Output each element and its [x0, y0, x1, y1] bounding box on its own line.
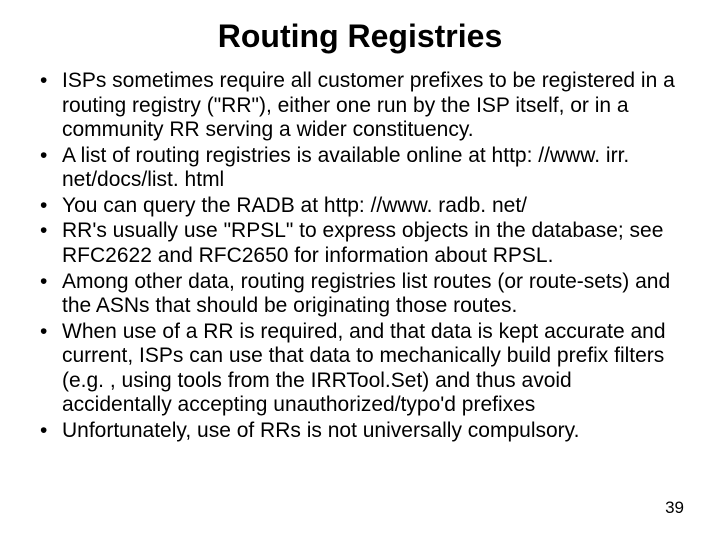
page-number: 39: [665, 498, 684, 518]
bullet-list: ISPs sometimes require all customer pref…: [34, 69, 686, 443]
list-item: Among other data, routing registries lis…: [34, 270, 686, 319]
list-item: You can query the RADB at http: //www. r…: [34, 194, 686, 219]
list-item: When use of a RR is required, and that d…: [34, 320, 686, 418]
slide-title: Routing Registries: [34, 18, 686, 55]
list-item: ISPs sometimes require all customer pref…: [34, 69, 686, 143]
list-item: A list of routing registries is availabl…: [34, 144, 686, 193]
list-item: RR's usually use "RPSL" to express objec…: [34, 219, 686, 268]
list-item: Unfortunately, use of RRs is not univers…: [34, 419, 686, 444]
